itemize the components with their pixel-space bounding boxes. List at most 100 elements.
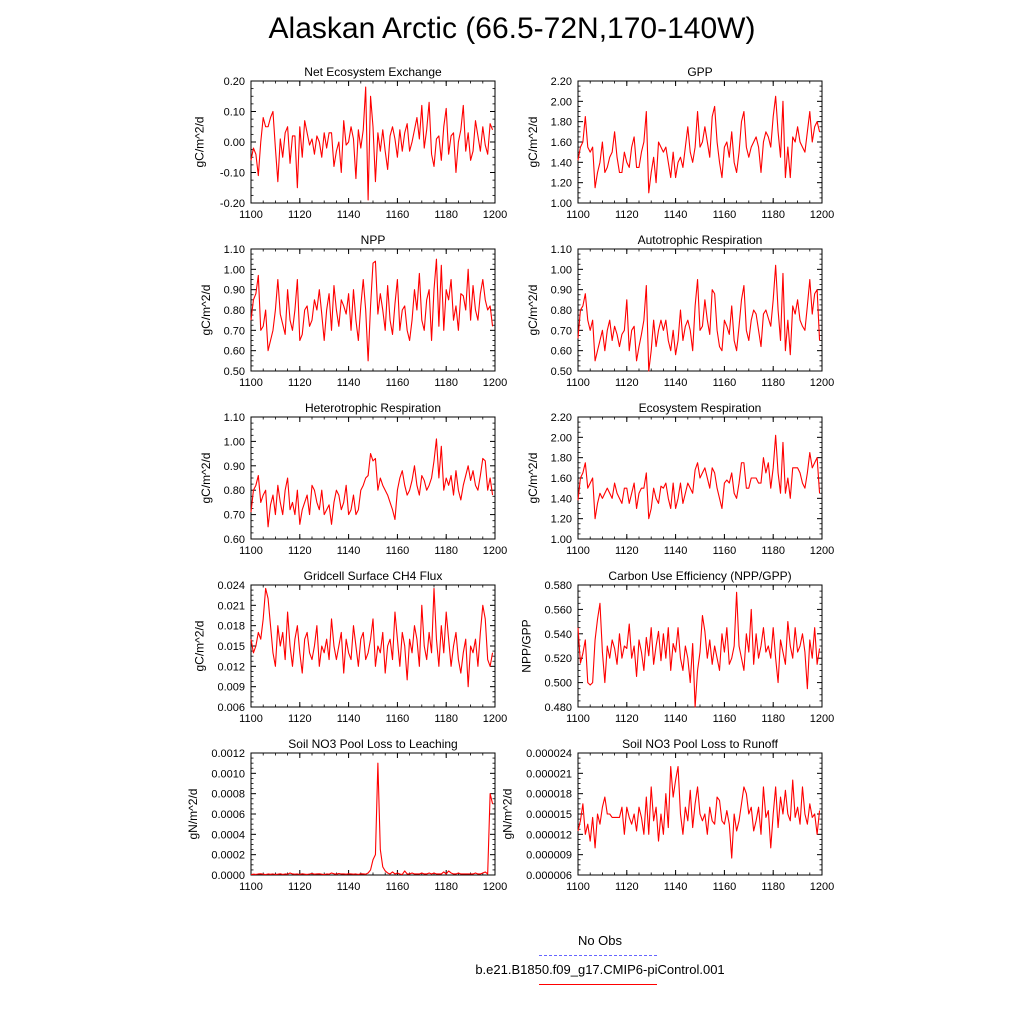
x-tick-label: 1200 [483,881,507,893]
x-tick-label: 1200 [810,881,834,893]
y-axis-label: gC/m^2/d [199,285,213,336]
x-tick-label: 1160 [713,713,737,725]
series-line [250,587,494,688]
series-line [577,591,821,708]
y-tick-label: 0.90 [551,285,572,297]
y-tick-label: 1.40 [551,157,572,169]
y-tick-label: 0.560 [544,604,572,616]
x-tick-label: 1200 [483,713,507,725]
y-tick-label: 2.00 [551,96,572,108]
y-tick-label: 0.580 [544,580,572,592]
panel-title: Heterotrophic Respiration [305,401,441,415]
y-axis-label: gC/m^2/d [193,117,207,168]
y-tick-label: 1.20 [551,178,572,190]
x-tick-label: 1120 [288,545,312,557]
y-tick-label: 0.0006 [211,809,245,821]
y-axis-label: gC/m^2/d [193,621,207,672]
x-tick-label: 1120 [615,545,639,557]
x-tick-label: 1160 [713,377,737,389]
y-tick-label: 1.40 [551,493,572,505]
y-tick-label: -0.10 [220,168,245,180]
x-tick-label: 1140 [664,377,688,389]
y-tick-label: 0.000012 [526,829,572,841]
y-tick-label: 1.00 [551,264,572,276]
y-tick-label: 0.0000 [211,870,245,882]
x-tick-label: 1160 [386,377,410,389]
series-line [250,258,494,362]
y-tick-label: 0.024 [217,580,245,592]
y-tick-label: 0.80 [224,305,245,317]
y-tick-label: 1.00 [224,264,245,276]
y-tick-label: 2.00 [551,432,572,444]
panel-title: Soil NO3 Pool Loss to Runoff [622,737,779,751]
y-tick-label: 0.000009 [526,850,572,862]
legend-swatch-model-run [539,984,657,985]
panel-1: 1100 1120 1140 1160 1180 1200 1.00 1.20 1.40 1.60… [526,65,834,221]
x-tick-label: 1200 [810,209,834,221]
y-tick-label: 1.60 [551,137,572,149]
y-tick-label: 1.60 [551,473,572,485]
y-tick-label: 0.50 [551,366,572,378]
figure-title: Alaskan Arctic (66.5-72N,170-140W) [268,12,756,45]
series-line [577,766,821,859]
y-tick-label: 1.10 [224,244,245,256]
x-tick-label: 1140 [337,209,361,221]
y-tick-label: 0.520 [544,653,572,665]
x-tick-label: 1140 [664,209,688,221]
panel-7: 1100 1120 1140 1160 1180 1200 0.480 0.500 0.520 0… [520,569,835,725]
x-tick-label: 1140 [337,545,361,557]
x-tick-label: 1140 [337,881,361,893]
x-tick-label: 1140 [664,713,688,725]
y-tick-label: 0.50 [224,366,245,378]
panel-5: 1100 1120 1140 1160 1180 1200 1.00 1.20 1.40 1.60… [526,401,834,557]
x-tick-label: 1120 [615,377,639,389]
series-line [577,264,821,372]
y-tick-label: 0.012 [217,661,245,673]
panel-8: 1100 1120 1140 1160 1180 1200 0.0000 0.0002 0.00… [186,737,507,893]
panel-4: 1100 1120 1140 1160 1180 1200 0.60 0.70 0.80 0.90… [199,401,507,557]
y-tick-label: 0.80 [551,305,572,317]
x-tick-label: 1160 [713,545,737,557]
y-tick-label: 0.0004 [211,829,245,841]
y-tick-label: 0.021 [217,600,245,612]
panel-title: Gridcell Surface CH4 Flux [304,569,443,583]
y-tick-label: 0.015 [217,641,245,653]
y-tick-label: 1.10 [224,412,245,424]
y-tick-label: 2.20 [551,412,572,424]
x-tick-label: 1100 [566,209,590,221]
x-tick-label: 1120 [288,881,312,893]
y-tick-label: 0.00 [224,137,245,149]
y-tick-label: 0.540 [544,629,572,641]
series-line [250,762,494,876]
y-tick-label: 0.0008 [211,789,245,801]
panel-title: Ecosystem Respiration [639,401,762,415]
x-tick-label: 1100 [239,209,263,221]
x-tick-label: 1200 [810,545,834,557]
x-tick-label: 1180 [434,881,458,893]
panel-6: 1100 1120 1140 1160 1180 1200 0.006 0.009 0.012 0… [193,569,508,725]
y-tick-label: 1.80 [551,453,572,465]
y-tick-label: 0.60 [224,534,245,546]
y-tick-label: 0.000024 [526,748,572,760]
x-tick-label: 1180 [761,209,785,221]
y-tick-label: 0.0012 [211,748,245,760]
y-tick-label: 0.60 [224,346,245,358]
panel-title: Net Ecosystem Exchange [304,65,442,79]
y-tick-label: 0.20 [224,76,245,88]
panel-0: 1100 1120 1140 1160 1180 1200 -0.20 -0.10 0.00 0.… [193,65,508,221]
panel-3: 1100 1120 1140 1160 1180 1200 0.50 0.60 0.70 0.80… [526,233,834,389]
x-tick-label: 1100 [566,545,590,557]
y-tick-label: 0.10 [224,107,245,119]
x-tick-label: 1180 [761,377,785,389]
y-tick-label: 1.00 [224,436,245,448]
y-tick-label: 0.70 [224,325,245,337]
y-tick-label: 0.60 [551,346,572,358]
x-tick-label: 1120 [615,881,639,893]
y-tick-label: 0.70 [551,325,572,337]
x-tick-label: 1180 [761,881,785,893]
x-tick-label: 1200 [810,713,834,725]
x-tick-label: 1180 [761,545,785,557]
y-tick-label: 0.000006 [526,870,572,882]
x-tick-label: 1140 [337,377,361,389]
x-tick-label: 1180 [434,377,458,389]
